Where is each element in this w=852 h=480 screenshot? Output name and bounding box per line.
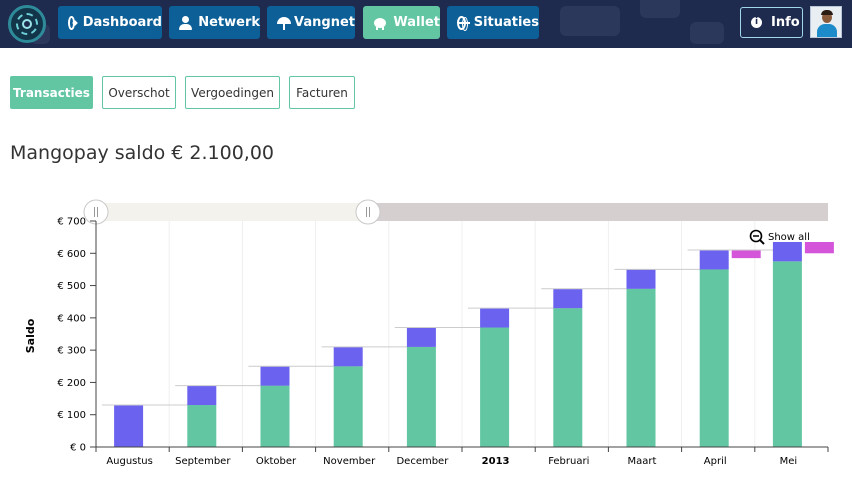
bar-decrease xyxy=(804,241,834,254)
background-decoration xyxy=(690,22,724,44)
chart-axes: € 0 € 100 € 200 € 300 € 400 € 500 € 600 € 700 Au… xyxy=(57,217,829,467)
bar-balance xyxy=(333,366,363,447)
bar-balance xyxy=(406,346,436,447)
compass-icon xyxy=(68,15,75,30)
bar-balance xyxy=(260,385,290,447)
background-decoration xyxy=(560,6,620,36)
nav-vangnet-label: Vangnet xyxy=(294,15,355,30)
y-tick-label: € 200 xyxy=(57,378,86,389)
nav-netwerk-label: Netwerk xyxy=(198,15,260,30)
piggy-bank-icon xyxy=(373,16,387,30)
y-axis-title: Saldo xyxy=(24,318,37,353)
info-label: Info xyxy=(771,15,800,30)
info-button[interactable]: i Info xyxy=(740,7,803,38)
range-unselected xyxy=(96,203,368,221)
bar-increase xyxy=(553,288,583,309)
bar-balance xyxy=(626,288,656,447)
y-tick-label: € 300 xyxy=(57,346,86,357)
chart-bars xyxy=(102,241,834,447)
bar-balance xyxy=(480,327,510,447)
x-tick-label: Mei xyxy=(780,456,798,467)
x-tick-label: 2013 xyxy=(482,456,510,467)
y-tick-label: € 0 xyxy=(70,443,86,454)
nav-dashboard-label: Dashboard xyxy=(82,15,162,30)
bar-balance xyxy=(553,308,583,447)
range-handle[interactable] xyxy=(83,199,109,225)
nav-situaties-label: Situaties xyxy=(473,15,539,30)
bar-increase xyxy=(333,346,363,367)
nav-wallet-label: Wallet xyxy=(393,15,440,30)
x-tick-label: September xyxy=(175,456,231,467)
globe-icon xyxy=(457,15,470,31)
show-all-label: Show all xyxy=(768,232,810,243)
x-tick-label: April xyxy=(704,456,727,467)
range-handle[interactable] xyxy=(355,199,381,225)
bar-increase xyxy=(114,405,144,447)
y-tick-label: € 100 xyxy=(57,410,86,421)
x-tick-label: Maart xyxy=(628,456,657,467)
bar-balance xyxy=(699,269,729,447)
tab-overschot[interactable]: Overschot xyxy=(102,76,176,109)
tab-facturen[interactable]: Facturen xyxy=(289,76,355,109)
range-selector[interactable] xyxy=(83,199,828,225)
x-tick-label: Oktober xyxy=(256,456,297,467)
chart-grid xyxy=(168,221,756,447)
nav-dashboard-button[interactable]: Dashboard xyxy=(58,6,162,39)
bar-increase xyxy=(626,269,656,289)
zoom-out-icon xyxy=(749,229,763,243)
balance-chart: € 0 € 100 € 200 € 300 € 400 € 500 € 600 € 700 Au… xyxy=(24,199,834,467)
x-tick-label: Augustus xyxy=(106,456,153,467)
top-navbar: Dashboard Netwerk Vangnet Wallet Situati… xyxy=(0,0,852,48)
nav-wallet-button[interactable]: Wallet xyxy=(363,6,440,39)
show-all-button[interactable]: Show all xyxy=(749,229,810,245)
x-tick-label: November xyxy=(323,456,376,467)
balance-amount: € 2.100,00 xyxy=(171,142,275,164)
range-selected xyxy=(368,203,828,221)
bar-increase xyxy=(406,327,436,347)
nav-vangnet-button[interactable]: Vangnet xyxy=(267,6,355,39)
y-tick-label: € 500 xyxy=(57,281,86,292)
logo-icon[interactable] xyxy=(8,5,46,43)
tab-vergoedingen[interactable]: Vergoedingen xyxy=(185,76,280,109)
bar-increase xyxy=(480,308,510,328)
tab-transacties[interactable]: Transacties xyxy=(10,76,93,109)
y-tick-label: € 600 xyxy=(57,249,86,260)
users-icon xyxy=(179,15,193,30)
y-tick-label: € 400 xyxy=(57,313,86,324)
page-title: Mangopay saldo € 2.100,00 xyxy=(10,142,274,164)
bar-balance xyxy=(772,261,802,447)
bar-increase xyxy=(260,366,290,386)
background-decoration xyxy=(640,0,680,18)
bar-balance xyxy=(187,405,217,447)
x-tick-label: Februari xyxy=(548,456,589,467)
avatar[interactable] xyxy=(810,6,842,38)
y-tick-label: € 700 xyxy=(57,217,86,228)
nav-situaties-button[interactable]: Situaties xyxy=(447,6,539,39)
nav-netwerk-button[interactable]: Netwerk xyxy=(169,6,260,39)
umbrella-icon xyxy=(277,16,292,30)
bar-decrease xyxy=(731,250,761,259)
x-tick-label: December xyxy=(396,456,449,467)
bar-increase xyxy=(772,241,802,262)
balance-label: Mangopay saldo xyxy=(10,142,166,164)
info-icon: i xyxy=(751,17,762,28)
bar-increase xyxy=(187,385,217,406)
bar-increase xyxy=(699,250,729,270)
